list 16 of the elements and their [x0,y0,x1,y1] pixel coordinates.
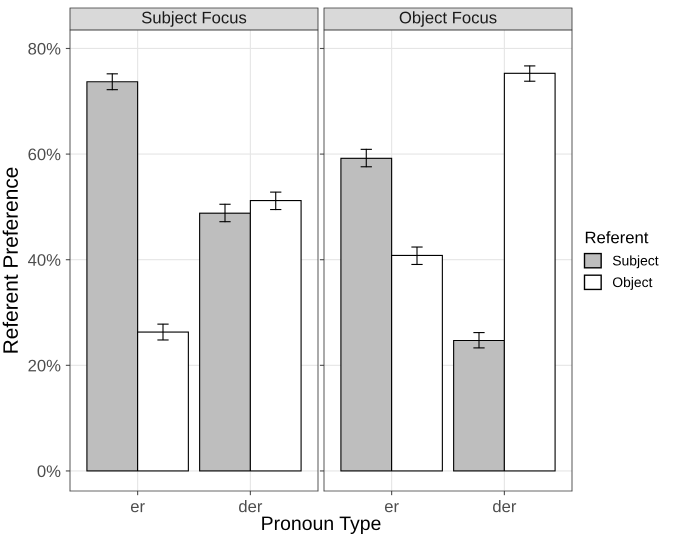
legend-label: Object [612,276,652,290]
legend-label: Subject [612,255,658,268]
chart-title: Object Focus [400,11,496,27]
x-tick-label: er [130,503,145,512]
y-tick-label: 40% [28,254,60,266]
x-tick-label: der [493,500,516,512]
y-tick-label: 20% [28,360,60,372]
x-axis-title: Pronoun Type [262,516,381,534]
x-tick-label: er [384,503,399,512]
y-axis-title: Referent Preference [2,168,18,353]
x-tick-label: der [239,500,262,512]
legend-title: Referent [586,231,648,244]
y-tick-label: 80% [28,42,60,55]
y-tick-label: 0% [38,465,60,478]
y-tick-label: 60% [28,148,60,160]
chart-title: Subject Focus [142,11,246,27]
